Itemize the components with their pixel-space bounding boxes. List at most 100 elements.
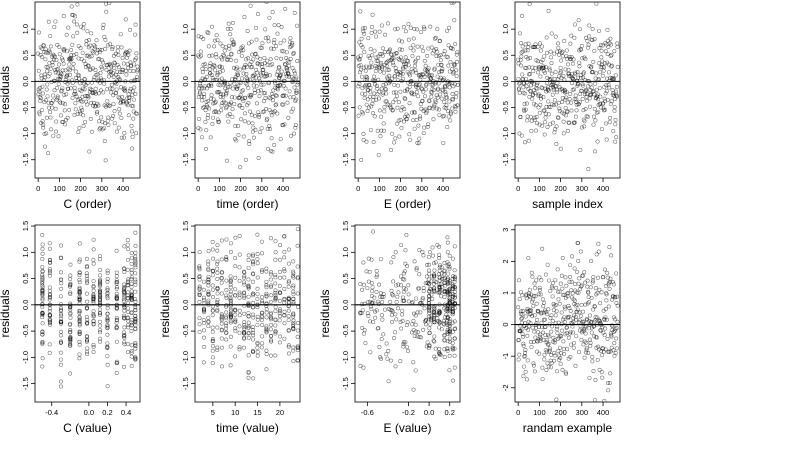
data-point (407, 101, 412, 106)
data-point (596, 241, 601, 246)
data-point (358, 282, 363, 287)
data-point (437, 256, 442, 261)
data-point (379, 114, 384, 119)
data-point (273, 81, 278, 86)
data-point (556, 289, 561, 294)
data-point (364, 74, 369, 79)
data-point (270, 149, 275, 154)
data-point (562, 320, 567, 325)
data-point (433, 35, 438, 40)
y-tick-label: -1.0 (181, 351, 190, 364)
data-point (254, 67, 259, 72)
data-point (287, 89, 292, 94)
data-point (91, 247, 96, 252)
data-point (545, 262, 550, 267)
data-point (543, 332, 548, 337)
data-point (597, 46, 602, 51)
data-point (244, 72, 249, 77)
data-point (587, 375, 592, 380)
data-point (564, 283, 569, 288)
data-point (517, 90, 522, 95)
data-point (530, 313, 535, 318)
data-point (594, 252, 599, 257)
data-point (442, 268, 447, 273)
data-point (125, 306, 130, 311)
data-point (579, 337, 584, 342)
data-point (557, 106, 562, 111)
data-point (37, 89, 42, 94)
data-point (295, 264, 300, 269)
data-point (549, 71, 554, 76)
data-point (576, 82, 581, 87)
data-point (59, 321, 64, 326)
data-point (241, 134, 246, 139)
data-point (218, 64, 223, 69)
data-point (124, 72, 129, 77)
data-point (240, 88, 245, 93)
x-tick-label: -0.6 (361, 408, 374, 417)
data-point (555, 81, 560, 86)
data-point (370, 53, 375, 58)
data-point (79, 105, 84, 110)
data-point (537, 275, 542, 280)
data-point (594, 87, 599, 92)
data-point (442, 338, 447, 343)
data-point (206, 268, 211, 273)
data-point (251, 376, 256, 381)
data-point (133, 282, 138, 287)
data-point (85, 276, 90, 281)
data-point (605, 270, 610, 275)
data-point (453, 326, 458, 331)
data-point (98, 323, 103, 328)
data-point (286, 344, 291, 349)
data-point (251, 312, 256, 317)
data-point (437, 112, 442, 117)
data-point (260, 315, 265, 320)
data-point (586, 45, 591, 50)
data-point (112, 60, 117, 65)
data-point (519, 133, 524, 138)
data-point (560, 96, 565, 101)
data-point (542, 65, 547, 70)
data-point (414, 70, 419, 75)
data-point (598, 101, 603, 106)
data-point (52, 25, 57, 30)
data-point (40, 321, 45, 326)
data-point (70, 12, 75, 17)
data-point (49, 127, 54, 132)
data-point (291, 285, 296, 290)
data-point (56, 62, 61, 67)
data-point (210, 348, 215, 353)
data-point (212, 63, 217, 68)
data-point (210, 329, 215, 334)
data-point (271, 40, 276, 45)
data-point (264, 283, 269, 288)
data-point (592, 106, 597, 111)
data-point (386, 348, 391, 353)
data-point (419, 106, 424, 111)
data-point (219, 317, 224, 322)
data-point (246, 56, 251, 61)
data-point (552, 358, 557, 363)
data-point (374, 273, 379, 278)
data-point (253, 127, 258, 132)
data-point (533, 45, 538, 50)
data-point (77, 322, 82, 327)
data-point (131, 103, 136, 108)
data-point (210, 247, 215, 252)
data-point (273, 329, 278, 334)
data-point (594, 71, 599, 76)
data-point (119, 99, 124, 104)
data-point (237, 308, 242, 313)
data-point (233, 307, 238, 312)
data-point (133, 91, 138, 96)
data-point (528, 339, 533, 344)
data-point (385, 59, 390, 64)
data-point (104, 67, 109, 72)
data-point (286, 115, 291, 120)
data-point (586, 350, 591, 355)
data-point (425, 70, 430, 75)
data-point (410, 110, 415, 115)
data-point (561, 119, 566, 124)
data-point (47, 320, 52, 325)
